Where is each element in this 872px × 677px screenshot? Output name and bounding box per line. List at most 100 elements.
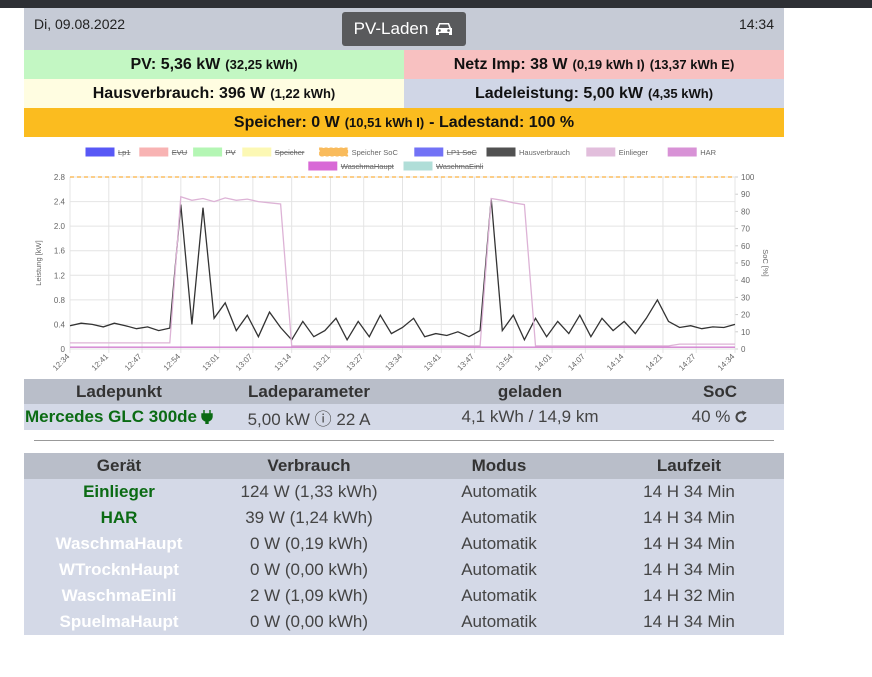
y-tick-label: 2.4 xyxy=(54,198,66,207)
column-header: Ladeparameter xyxy=(214,379,404,404)
legend-label: HAR xyxy=(700,148,716,157)
legend-item[interactable]: HAR xyxy=(667,147,717,157)
legend-label: WaschmaEinli xyxy=(436,162,484,171)
y2-tick-label: 30 xyxy=(741,293,750,302)
x-tick-label: 13:54 xyxy=(494,352,515,373)
table-cell: Automatik xyxy=(404,609,594,635)
table-cell: 2 W (1,09 kWh) xyxy=(214,583,404,609)
cell-text: Automatik xyxy=(461,560,537,579)
cell-text: Mercedes GLC 300de xyxy=(25,407,197,426)
table-cell: HAR xyxy=(24,505,214,531)
y2-tick-label: 20 xyxy=(741,311,750,320)
cell-text: Automatik xyxy=(461,482,537,501)
legend-swatch xyxy=(85,147,115,157)
y-tick-label: 1.2 xyxy=(54,271,66,280)
x-tick-label: 12:47 xyxy=(123,352,144,373)
refresh-icon[interactable] xyxy=(734,410,748,424)
legend-item[interactable]: Speicher SoC xyxy=(319,147,399,157)
table-cell: WaschmaHaupt xyxy=(24,531,214,557)
mode-button[interactable]: PV-Laden xyxy=(342,12,466,46)
legend-item[interactable]: Einlieger xyxy=(586,147,649,157)
cell-text: 14 H 34 Min xyxy=(643,482,735,501)
status-text: (1,22 kWh) xyxy=(270,86,336,101)
x-tick-label: 14:21 xyxy=(644,352,665,373)
legend-item[interactable]: Speicher xyxy=(242,147,305,157)
legend-item[interactable]: PV xyxy=(193,147,236,157)
legend-swatch xyxy=(308,161,338,171)
y-tick-label: 0.4 xyxy=(54,320,66,329)
legend-item[interactable]: EVU xyxy=(139,147,187,157)
legend-item[interactable]: WaschmaEinli xyxy=(403,161,484,171)
cell-text: 14 H 34 Min xyxy=(643,508,735,527)
cell-text: Automatik xyxy=(461,534,537,553)
header: Di, 09.08.2022 PV-Laden 14:34 xyxy=(24,8,784,50)
x-tick-label: 14:01 xyxy=(533,352,554,373)
table-cell: 14 H 34 Min xyxy=(594,505,784,531)
y2-tick-label: 40 xyxy=(741,276,750,285)
x-tick-label: 13:01 xyxy=(201,352,222,373)
status-text: Netz Imp: 38 W xyxy=(453,55,568,73)
cell-text: 14 H 34 Min xyxy=(643,534,735,553)
device-name: Einlieger xyxy=(83,482,155,501)
loadpoint-table: Ladepunkt Ladeparameter geladen SoC Mercedes… xyxy=(24,379,784,430)
y2-tick-label: 10 xyxy=(741,328,750,337)
cell-text: 14 H 34 Min xyxy=(643,560,735,579)
y2-axis-title: SoC [%] xyxy=(761,249,770,277)
table-cell: Automatik xyxy=(404,479,594,505)
cell-text: Automatik xyxy=(461,586,537,605)
y-tick-label: 1.6 xyxy=(54,247,66,256)
legend-swatch xyxy=(139,147,169,157)
status-cell: Ladeleistung: 5,00 kW (4,35 kWh) xyxy=(404,79,784,108)
table-cell: SpuelmaHaupt xyxy=(24,609,214,635)
cell-text: 39 W (1,24 kWh) xyxy=(245,508,373,527)
legend-swatch xyxy=(667,147,697,157)
legend-label: Hausverbrauch xyxy=(519,148,570,157)
legend-item[interactable]: WaschmaHaupt xyxy=(308,161,395,171)
status-cell: Speicher: 0 W (10,51 kWh I) - Ladestand: 1… xyxy=(24,108,784,137)
y2-tick-label: 100 xyxy=(741,173,755,182)
y2-tick-label: 50 xyxy=(741,259,750,268)
cell-text: 40 % xyxy=(691,407,731,426)
y-tick-label: 0 xyxy=(61,345,66,354)
status-cell: Hausverbrauch: 396 W (1,22 kWh) xyxy=(24,79,404,108)
status-text: (4,35 kWh) xyxy=(648,86,714,101)
table-cell: 14 H 34 Min xyxy=(594,557,784,583)
legend-label: EVU xyxy=(172,148,187,157)
mode-title: PV-Laden xyxy=(353,19,429,38)
status-text: (13,37 kWh E) xyxy=(649,57,735,72)
legend-item[interactable]: LP1 SoC xyxy=(414,147,478,157)
legend-label: LP1 SoC xyxy=(447,148,478,157)
legend-swatch xyxy=(414,147,444,157)
y2-tick-label: 0 xyxy=(741,345,746,354)
table-cell: Automatik xyxy=(404,505,594,531)
y2-tick-label: 70 xyxy=(741,225,750,234)
table-cell: 40 % xyxy=(656,404,784,430)
status-text: PV: 5,36 kW xyxy=(130,55,221,73)
legend-label: Speicher SoC xyxy=(352,148,399,157)
date: Di, 09.08.2022 xyxy=(34,16,126,32)
legend-label: Einlieger xyxy=(619,148,649,157)
y2-tick-label: 90 xyxy=(741,190,750,199)
cell-text: 0 W (0,00 kWh) xyxy=(249,560,369,579)
column-header: Laufzeit xyxy=(594,453,784,479)
series-line xyxy=(70,195,735,347)
status-cell: Netz Imp: 38 W (0,19 kWh I) (13,37 kWh E) xyxy=(404,50,784,79)
legend-label: WaschmaHaupt xyxy=(341,162,395,171)
legend-swatch xyxy=(586,147,616,157)
device-name: WTrocknHaupt xyxy=(59,560,179,579)
status-text: Speicher: 0 W xyxy=(233,113,340,131)
legend-item[interactable]: Hausverbrauch xyxy=(486,147,570,157)
dashboard: Di, 09.08.2022 PV-Laden 14:34 PV: 5,36 k… xyxy=(24,8,784,635)
chart: Lp1 EVU PV Speicher Speicher SoC LP1 SoC Hausv… xyxy=(34,147,770,373)
cell-text: 14 H 34 Min xyxy=(643,612,735,631)
separator xyxy=(34,440,774,441)
table-cell: 14 H 32 Min xyxy=(594,583,784,609)
device-name: WaschmaEinli xyxy=(61,586,177,605)
time: 14:34 xyxy=(738,16,774,32)
table-cell: Automatik xyxy=(404,531,594,557)
y-tick-label: 0.8 xyxy=(54,296,66,305)
x-tick-label: 13:34 xyxy=(383,352,404,373)
legend-item[interactable]: Lp1 xyxy=(85,147,131,157)
cell-text: Automatik xyxy=(461,612,537,631)
